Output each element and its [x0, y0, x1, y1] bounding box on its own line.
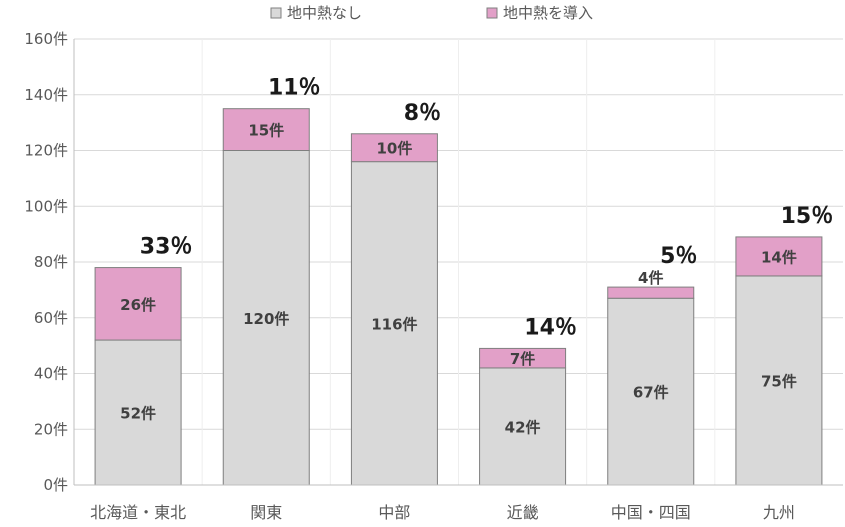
legend-label: 地中熱なし: [287, 4, 362, 22]
bar-segment-without-geothermal: [735, 275, 823, 486]
x-category-label: 関東: [250, 503, 282, 522]
data-label-without-geothermal: 116件: [371, 315, 417, 333]
data-label-with-geothermal: 4件: [638, 269, 663, 287]
data-label-without-geothermal: 75件: [761, 372, 797, 390]
x-category-label: 中国・四国: [611, 503, 691, 522]
data-label-without-geothermal: 67件: [633, 384, 669, 402]
y-axis: 0件 20件 40件 60件 80件 100件 120件 140件 160件: [24, 30, 75, 494]
bar-segment-without-geothermal: [94, 339, 182, 486]
percentage-label: 15％: [781, 204, 834, 229]
data-label-without-geothermal: 52件: [120, 405, 156, 423]
x-category-label: 九州: [763, 503, 795, 522]
legend-swatch: [486, 7, 498, 19]
x-axis: 北海道・東北 関東 中部 近畿 中国・四国 九州: [90, 503, 795, 522]
y-tick-label: 20件: [34, 420, 68, 438]
y-tick-label: 60件: [34, 309, 68, 327]
bar-segment-without-geothermal: [222, 150, 310, 486]
bar-segment-with-geothermal: [479, 347, 567, 369]
y-tick-label: 0件: [43, 476, 68, 494]
data-label-with-geothermal: 14件: [761, 248, 797, 266]
data-label-with-geothermal: 15件: [248, 122, 284, 140]
y-tick-label: 100件: [24, 197, 68, 215]
y-tick-label: 140件: [24, 86, 68, 104]
bar-segment-without-geothermal: [607, 297, 695, 486]
percentage-label: 5％: [660, 244, 697, 269]
legend-swatch: [270, 7, 282, 19]
data-label-with-geothermal: 26件: [120, 296, 156, 314]
chart-legend: 地中熱なし 地中熱を導入: [270, 4, 593, 22]
bar-series: [74, 108, 843, 486]
x-category-label: 中部: [378, 503, 410, 522]
y-tick-label: 40件: [34, 365, 68, 383]
bar-segment-without-geothermal: [479, 367, 567, 486]
y-tick-label: 160件: [24, 30, 68, 48]
data-label-with-geothermal: 10件: [376, 140, 412, 158]
data-labels: 52件 26件 33％ 120件 15件 11％ 116件 10件 8％ 42件 7件 14％ 67件 4…: [120, 76, 833, 437]
data-label-with-geothermal: 7件: [510, 350, 535, 368]
bar-segment-without-geothermal: [350, 161, 438, 486]
bar-segment-with-geothermal: [607, 286, 695, 299]
data-label-without-geothermal: 42件: [505, 418, 541, 436]
legend-label: 地中熱を導入: [503, 4, 593, 22]
y-tick-label: 80件: [34, 253, 68, 271]
chart-gridlines: [74, 38, 843, 485]
bar-segment-with-geothermal: [350, 133, 438, 163]
y-tick-label: 120件: [24, 142, 68, 160]
bar-segment-with-geothermal: [222, 108, 310, 151]
x-category-label: 北海道・東北: [90, 503, 186, 522]
percentage-label: 8％: [404, 101, 441, 126]
bar-segment-with-geothermal: [94, 267, 182, 341]
x-category-label: 近畿: [507, 503, 539, 522]
percentage-label: 11％: [268, 76, 321, 101]
data-label-without-geothermal: 120件: [243, 310, 289, 328]
percentage-label: 33％: [140, 235, 193, 260]
bar-segment-with-geothermal: [735, 236, 823, 277]
percentage-label: 14％: [524, 315, 577, 340]
